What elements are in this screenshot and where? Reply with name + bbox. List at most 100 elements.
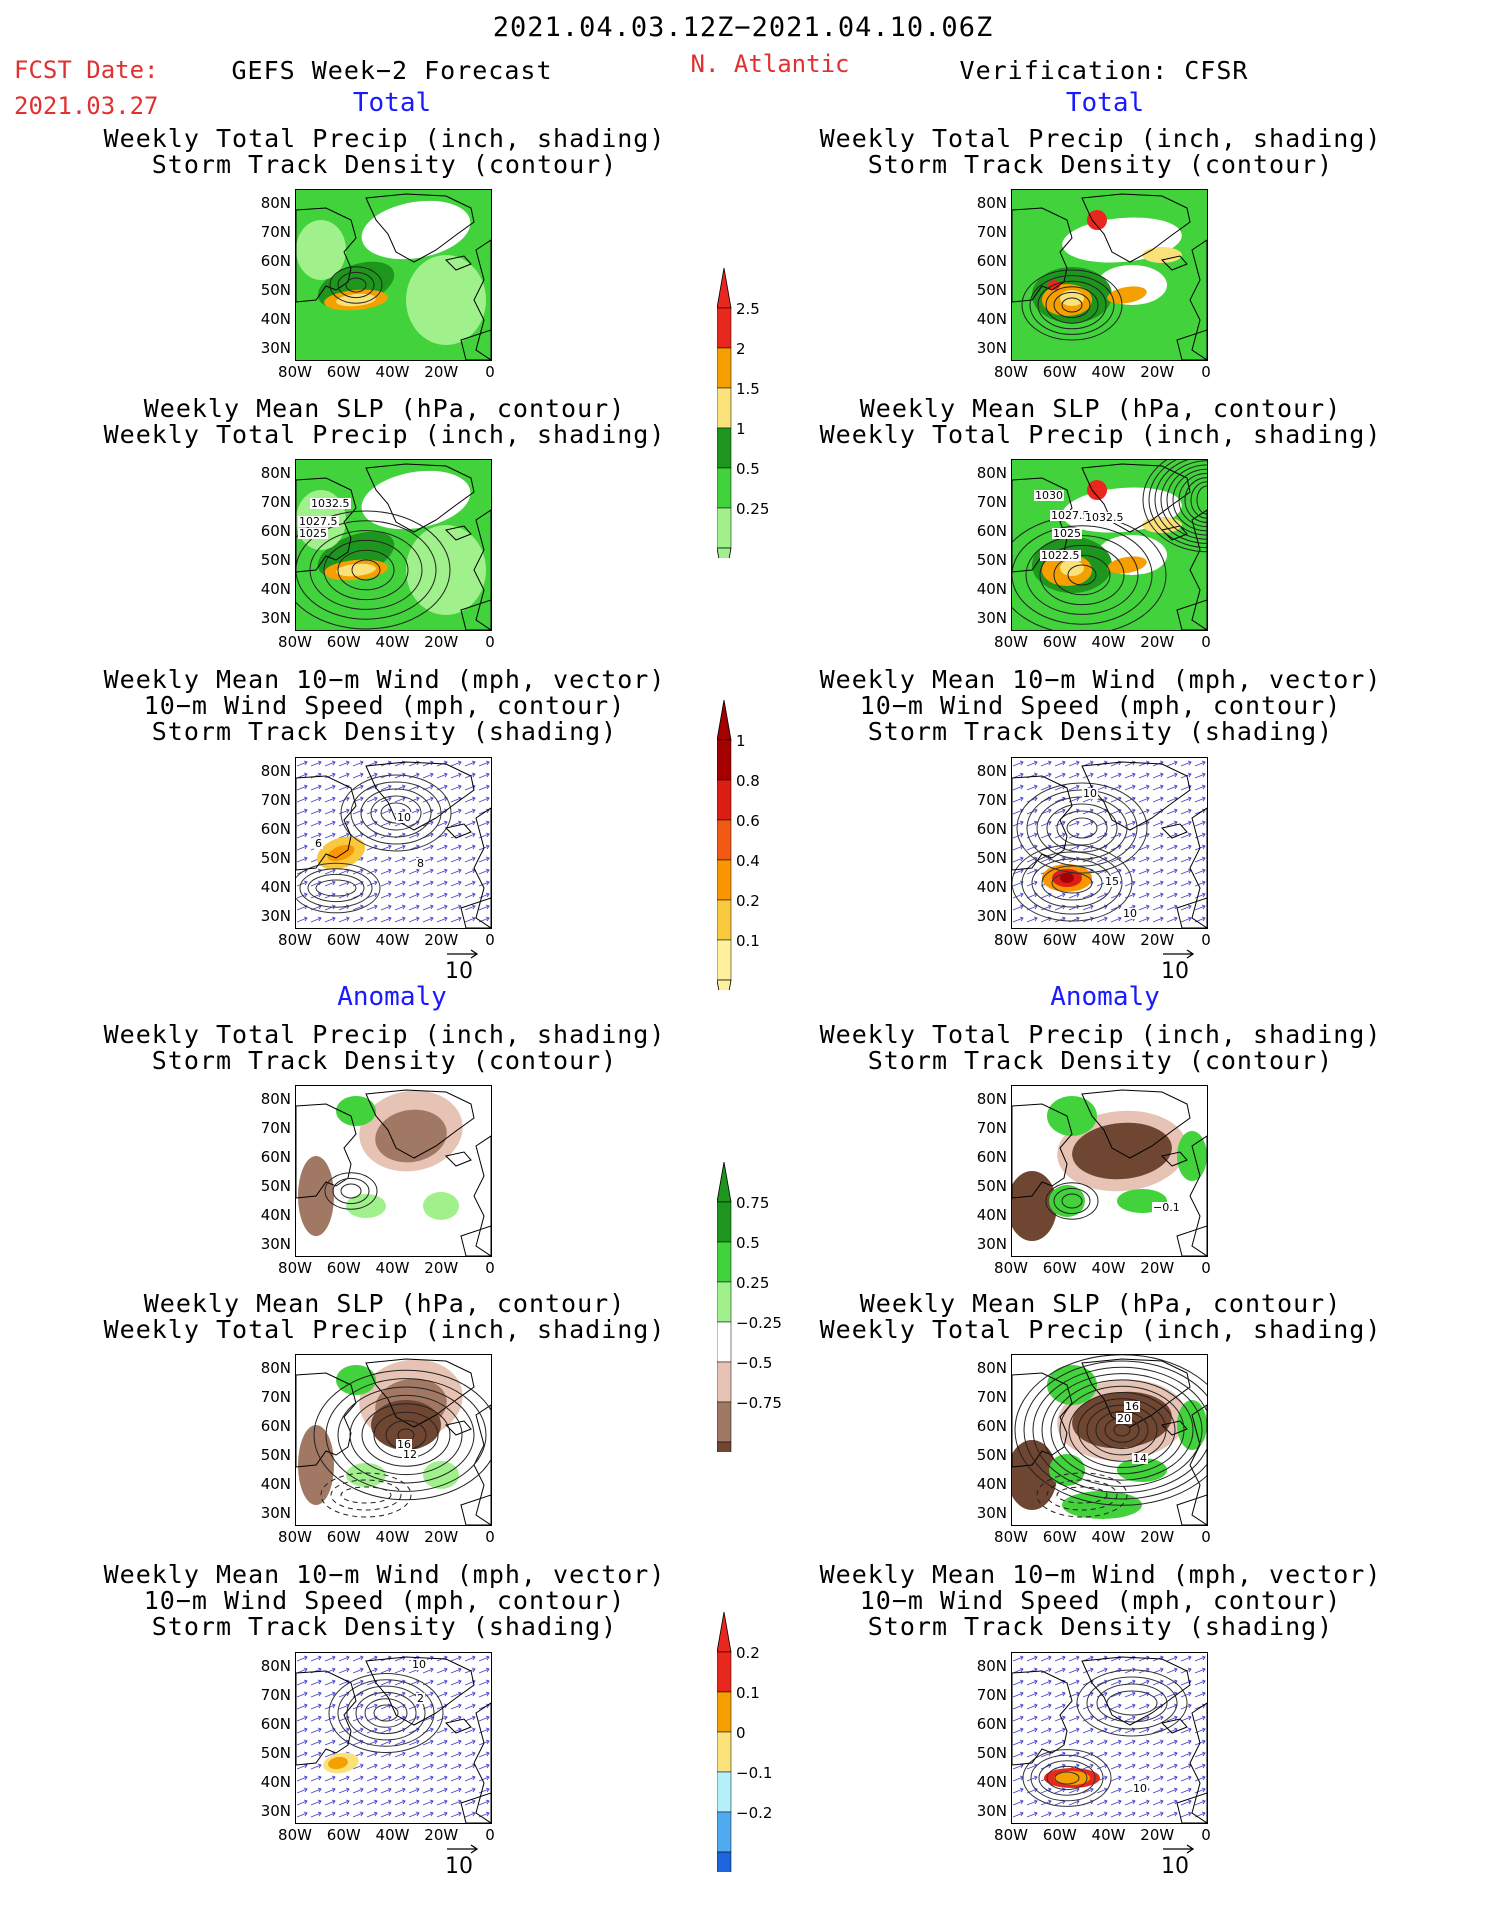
lat-tick-label: 80N: [260, 1090, 291, 1108]
lat-tick-label: 50N: [260, 1446, 291, 1464]
lat-tick-label: 60N: [260, 1417, 291, 1435]
panel-title-line: Weekly Mean SLP (hPa, contour): [143, 1289, 626, 1318]
lon-tick-label: 40W: [1091, 633, 1126, 651]
lat-tick-label: 30N: [260, 1235, 291, 1253]
map-panel-1: [1011, 189, 1208, 361]
lon-tick-label: 20W: [424, 1528, 459, 1546]
lat-tick-label: 40N: [260, 1206, 291, 1224]
lat-tick-label: 50N: [260, 551, 291, 569]
lon-tick-label: 60W: [1042, 931, 1077, 949]
lon-tick-label: 40W: [1091, 931, 1126, 949]
colorbar-tick-label: 0.5: [736, 460, 760, 478]
panel-title-line: Weekly Total Precip (inch, shading): [103, 1020, 666, 1049]
fcst-date-value: 2021.03.27: [14, 92, 159, 120]
colorbar-tick-label: 0.6: [736, 812, 760, 830]
lon-tick-label: 0: [1201, 931, 1211, 949]
lat-tick-label: 60N: [260, 820, 291, 838]
map-frame: 16 12: [295, 1354, 492, 1526]
lon-tick-label: 60W: [1042, 1259, 1077, 1277]
map-panel-3: 1030 1027.5 1032.5 1025 1022.5: [1011, 459, 1208, 631]
lat-tick-label: 60N: [976, 1417, 1007, 1435]
vector-reference-label: 10: [445, 959, 473, 984]
lon-tick-label: 80W: [278, 1528, 312, 1546]
lat-tick-label: 70N: [260, 223, 291, 241]
colorbar-tick-label: 0.25: [736, 1274, 770, 1292]
panel-title-line: Weekly Mean SLP (hPa, contour): [143, 394, 626, 423]
lat-tick-label: 60N: [976, 252, 1007, 270]
colorbar-tick-label: 1.5: [736, 380, 760, 398]
lat-tick-label: 40N: [976, 1206, 1007, 1224]
lon-tick-label: 60W: [326, 931, 361, 949]
lon-tick-label: 40W: [375, 1528, 410, 1546]
map-frame: 10: [1011, 1652, 1208, 1824]
colorbar-tick-label: −0.1: [736, 1764, 773, 1782]
map-panel-10: 10 2: [295, 1652, 492, 1824]
vector-reference: 10: [445, 1844, 481, 1879]
lon-tick-label: 20W: [424, 363, 459, 381]
map-frame: [295, 1085, 492, 1257]
right-total-label: Total: [1065, 88, 1145, 118]
lat-tick-label: 60N: [976, 1715, 1007, 1733]
map-frame: −0.1: [1011, 1085, 1208, 1257]
lat-tick-label: 50N: [976, 1177, 1007, 1195]
panel-title-line: Weekly Mean 10−m Wind (mph, vector): [103, 1560, 666, 1589]
lon-tick-label: 80W: [278, 1259, 312, 1277]
lat-tick-label: 80N: [260, 1359, 291, 1377]
lat-tick-label: 80N: [976, 762, 1007, 780]
panel-title-line: Weekly Total Precip (inch, shading): [103, 420, 666, 449]
lon-tick-label: 0: [1201, 1528, 1211, 1546]
lon-tick-label: 40W: [375, 1259, 410, 1277]
lon-tick-label: 20W: [424, 1826, 459, 1844]
colorbar-tick-label: 0: [736, 1724, 746, 1742]
lon-tick-label: 60W: [1042, 363, 1077, 381]
lat-tick-label: 30N: [260, 1802, 291, 1820]
lon-tick-label: 40W: [375, 1826, 410, 1844]
map-frame: 10 6 8: [295, 757, 492, 929]
lon-tick-label: 20W: [1140, 363, 1175, 381]
lat-tick-label: 80N: [976, 1657, 1007, 1675]
colorbar-tick-label: 0.75: [736, 1194, 770, 1212]
vector-reference: 10: [1161, 949, 1197, 984]
left-total-label: Total: [352, 88, 432, 118]
lat-tick-label: 30N: [976, 1504, 1007, 1522]
panel-title-line: Weekly Mean 10−m Wind (mph, vector): [819, 1560, 1382, 1589]
lat-tick-label: 40N: [260, 580, 291, 598]
left-anomaly-label: Anomaly: [337, 982, 447, 1012]
lon-tick-label: 0: [1201, 1826, 1211, 1844]
lat-tick-label: 30N: [976, 1802, 1007, 1820]
right-column-title: Verification: CFSR: [959, 56, 1249, 85]
lon-tick-label: 20W: [1140, 1528, 1175, 1546]
lat-tick-label: 30N: [260, 1504, 291, 1522]
lat-tick-label: 70N: [976, 791, 1007, 809]
lat-tick-label: 40N: [976, 580, 1007, 598]
lat-tick-label: 50N: [260, 849, 291, 867]
contour-label: 15: [1104, 875, 1120, 888]
precip-anom-colorbar: [716, 1161, 732, 1523]
lat-tick-label: 80N: [976, 1359, 1007, 1377]
lat-tick-label: 80N: [260, 464, 291, 482]
vector-reference-label: 10: [1161, 959, 1189, 984]
lon-tick-label: 80W: [278, 1826, 312, 1844]
lon-tick-label: 20W: [1140, 633, 1175, 651]
region-title: N. Atlantic: [690, 50, 850, 78]
colorbar-tick-label: 0.4: [736, 852, 760, 870]
lat-tick-label: 70N: [260, 1119, 291, 1137]
contour-label: 1027.5: [298, 515, 339, 528]
contour-label: 12: [402, 1448, 418, 1461]
colorbar-tick-label: 0.1: [736, 1684, 760, 1702]
lon-tick-label: 20W: [424, 931, 459, 949]
lat-tick-label: 70N: [976, 1119, 1007, 1137]
colorbar-tick-label: 0.8: [736, 772, 760, 790]
lon-tick-label: 80W: [994, 931, 1028, 949]
lat-tick-label: 60N: [976, 1148, 1007, 1166]
lat-tick-label: 60N: [976, 820, 1007, 838]
map-frame: 1030 1027.5 1032.5 1025 1022.5: [1011, 459, 1208, 631]
contour-label: 10: [1082, 787, 1098, 800]
lon-tick-label: 80W: [994, 633, 1028, 651]
lat-tick-label: 40N: [976, 878, 1007, 896]
lat-tick-label: 70N: [976, 1686, 1007, 1704]
panel-title-line: Storm Track Density (contour): [867, 150, 1334, 179]
map-frame: 1032.5 1027.5 1025: [295, 459, 492, 631]
map-frame: 10 15 10: [1011, 757, 1208, 929]
lon-tick-label: 80W: [278, 931, 312, 949]
